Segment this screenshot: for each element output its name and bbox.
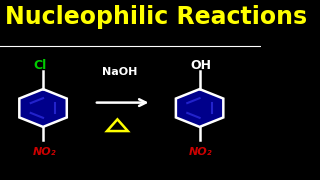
Polygon shape — [176, 89, 223, 127]
Text: NO₂: NO₂ — [33, 147, 56, 157]
Text: Nucleophilic Reactions: Nucleophilic Reactions — [5, 5, 307, 29]
Polygon shape — [19, 89, 67, 127]
Text: NO₂: NO₂ — [189, 147, 213, 157]
Polygon shape — [107, 119, 128, 131]
Text: NaOH: NaOH — [102, 67, 138, 77]
Text: Cl: Cl — [34, 59, 47, 72]
Text: OH: OH — [190, 59, 212, 72]
